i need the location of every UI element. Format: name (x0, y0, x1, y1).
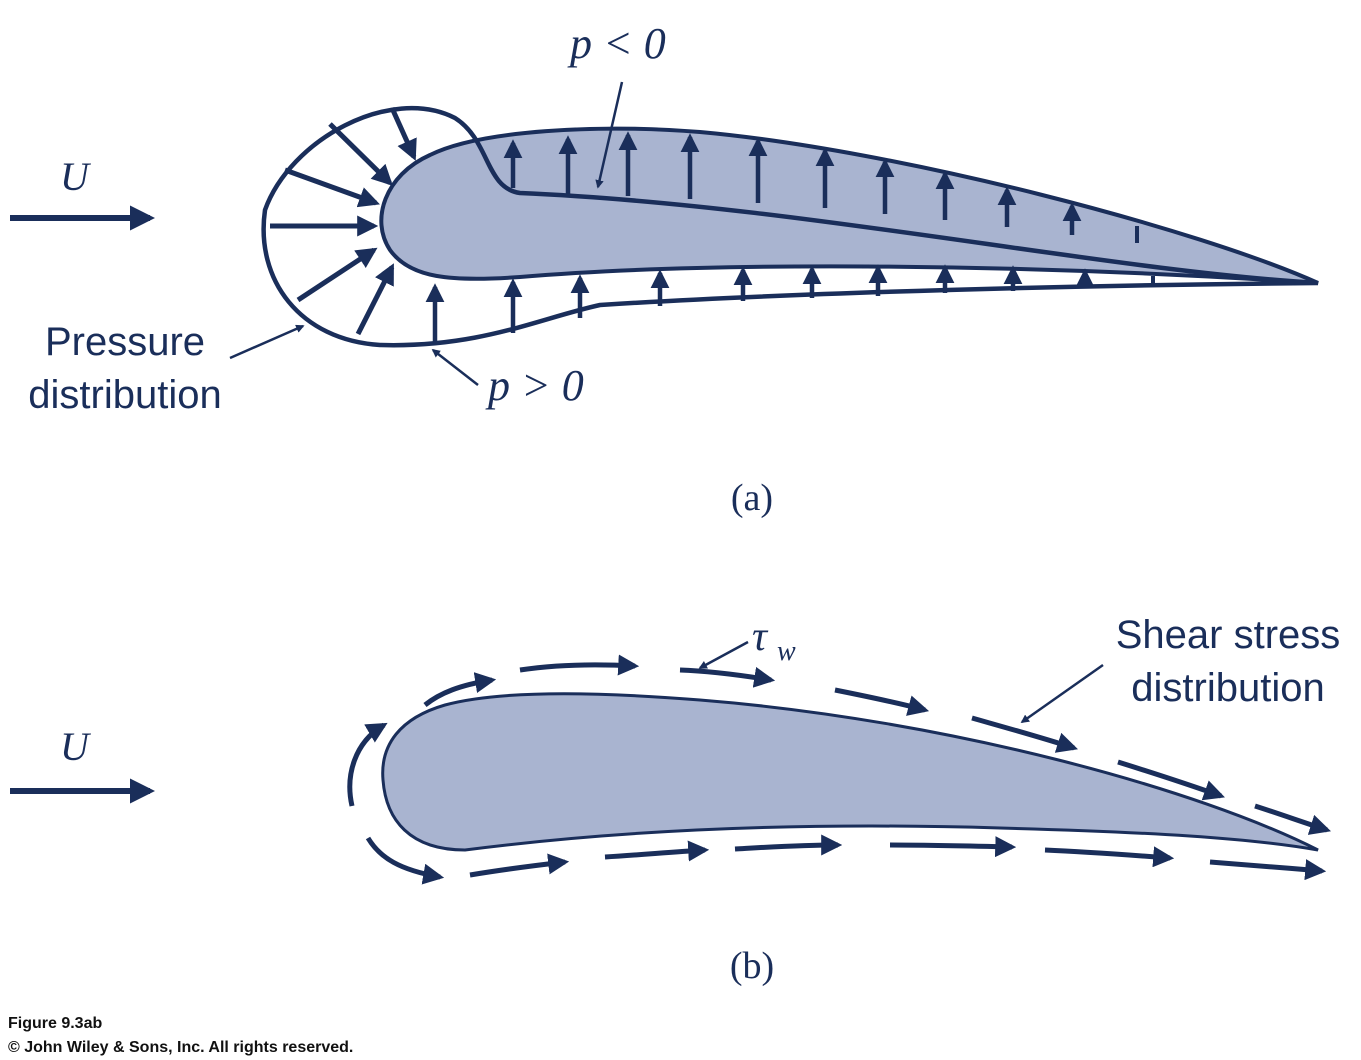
lower-pressure-label: p > 0 (485, 361, 584, 410)
shear-arrow (604, 840, 710, 862)
shear-arrow (347, 722, 388, 807)
pressure-arrow (296, 247, 378, 303)
copyright-line: © John Wiley & Sons, Inc. All rights res… (8, 1039, 353, 1056)
panel-b-label: (b) (730, 945, 774, 987)
shear-label-leader (1020, 663, 1104, 724)
freestream-label-b: U (60, 724, 92, 769)
shear-label-line2: distribution (1131, 666, 1324, 710)
figure-id: Figure 9.3ab (8, 1015, 102, 1032)
freestream-label-a: U (60, 154, 92, 199)
shear-arrow (889, 836, 1017, 858)
shear-symbol: τ (752, 614, 769, 660)
upper-pressure-label: p < 0 (567, 19, 666, 68)
pressure-label-line1: Pressure (45, 320, 205, 364)
panel-a-label: (a) (731, 477, 773, 519)
lower-pressure-arrows (425, 264, 1155, 342)
shear-arrow (734, 834, 843, 856)
pressure-label-line2: distribution (28, 373, 221, 417)
figure-caption: Figure 9.3ab © John Wiley & Sons, Inc. A… (8, 1015, 353, 1056)
shear-arrow (519, 654, 640, 676)
pressure-arrow (389, 106, 417, 161)
upper-label-leader (595, 81, 624, 189)
upper-pressure-arrows (503, 131, 1139, 243)
pressure-label-leader (229, 324, 305, 360)
lower-label-leader (431, 348, 479, 386)
pressure-arrow (284, 167, 380, 208)
panel-a: U (10, 19, 1319, 519)
label-p-positive: p > 0 (431, 348, 584, 410)
label-p-negative: p < 0 (567, 19, 666, 189)
shear-arrow (1254, 803, 1332, 835)
lower-shear-arrows (365, 834, 1327, 885)
pressure-envelope (261, 106, 1319, 348)
shear-arrow (1209, 859, 1327, 881)
label-tau-w: τ w (698, 614, 796, 670)
upper-shear-arrows (347, 654, 1332, 835)
shear-arrow (469, 853, 570, 878)
shear-subscript: w (777, 636, 796, 667)
shear-arrow (365, 836, 445, 885)
shear-arrow (1044, 846, 1175, 868)
shear-arrow (423, 672, 497, 707)
pressure-arrow (328, 122, 393, 186)
shear-arrow (1117, 759, 1225, 801)
shear-arrow (971, 715, 1078, 753)
airfoil-b (381, 692, 1319, 852)
label-pressure-distribution: Pressure distribution (28, 320, 305, 417)
panel-b: U τ w (10, 613, 1340, 987)
shear-label-line1: Shear stress (1116, 613, 1341, 657)
pressure-arrow (355, 263, 395, 336)
shear-arrow (834, 687, 930, 716)
tau-label-leader (698, 640, 749, 670)
label-shear-distribution: Shear stress distribution (1020, 613, 1341, 724)
nose-pressure-arrows (270, 106, 417, 336)
shear-arrow (679, 666, 776, 688)
airfoil-a (379, 126, 1319, 285)
